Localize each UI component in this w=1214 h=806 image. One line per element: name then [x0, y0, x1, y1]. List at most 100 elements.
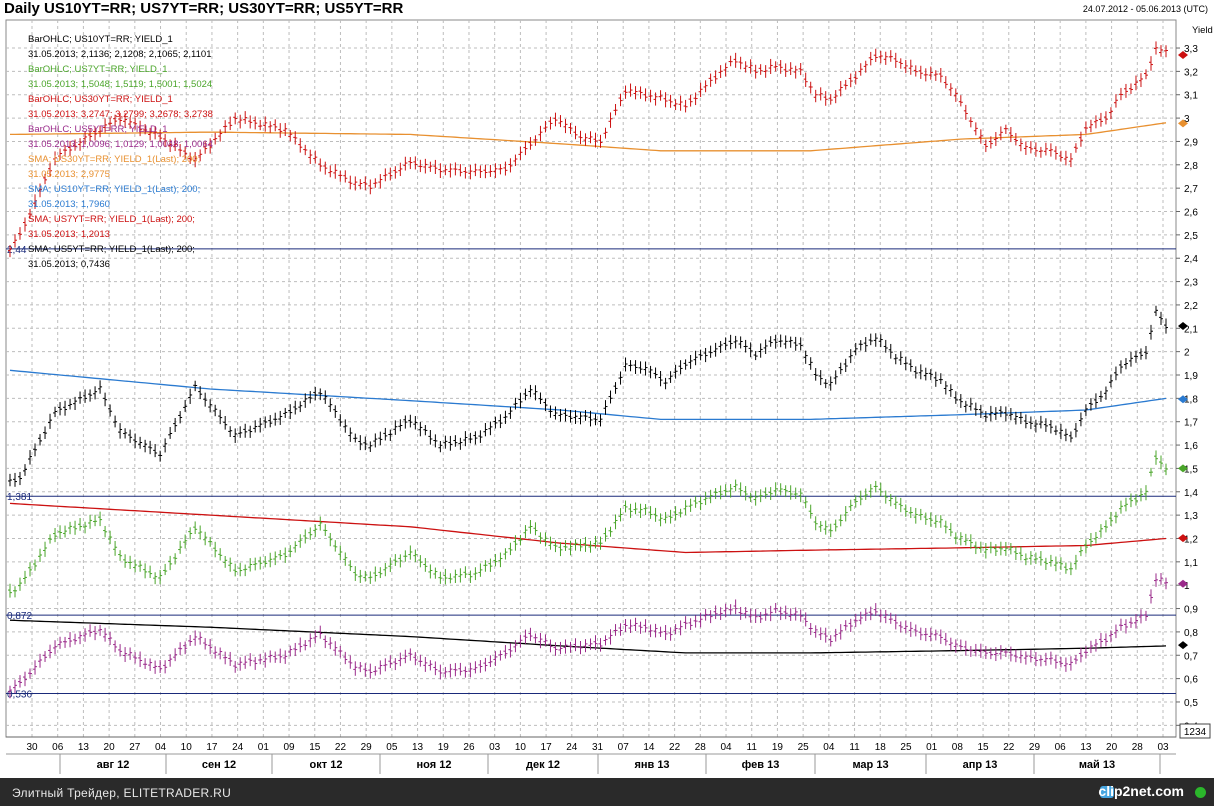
x-month-label: дек 12 — [526, 759, 560, 771]
ohlc-bar — [233, 563, 238, 577]
ohlc-bar — [203, 638, 208, 650]
y-tick-label: 1,4 — [1184, 488, 1198, 499]
ohlc-bar — [228, 651, 233, 666]
clip2net-brand[interactable]: clip2net.com — [1098, 783, 1184, 799]
ohlc-bar — [658, 90, 663, 101]
ohlc-bar — [603, 527, 608, 542]
ohlc-bar — [1123, 83, 1128, 98]
ohlc-bar — [878, 482, 883, 497]
ohlc-bar — [343, 651, 348, 665]
ohlc-bar — [208, 138, 213, 154]
ohlc-bar — [203, 141, 208, 154]
ohlc-bar — [438, 571, 443, 584]
ohlc-bar — [183, 146, 188, 160]
ohlc-bar — [923, 367, 928, 381]
ohlc-bar — [123, 113, 128, 128]
ohlc-bar — [228, 116, 233, 131]
ohlc-bar — [253, 557, 258, 571]
ohlc-bar — [368, 441, 373, 452]
ohlc-bar — [583, 410, 588, 421]
ohlc-bar — [953, 639, 958, 653]
ohlc-bar — [1113, 94, 1118, 108]
ohlc-bar — [133, 652, 138, 664]
ohlc-bar — [358, 435, 363, 451]
ohlc-bar — [818, 627, 823, 641]
ohlc-bar — [778, 606, 783, 621]
ohlc-bar — [733, 599, 738, 615]
ohlc-bar — [383, 563, 388, 577]
ohlc-bar — [243, 564, 248, 577]
ohlc-bar — [1003, 541, 1008, 556]
ohlc-bar — [608, 390, 613, 404]
x-day-label: 13 — [412, 742, 424, 753]
yield-chart[interactable]: 2,44 1,381 0,872 0,536 BarOHLC; US10YT=RR; … — [0, 0, 1214, 778]
ohlc-bar — [1088, 640, 1093, 654]
ohlc-bar — [388, 557, 393, 573]
ohlc-bar — [368, 571, 373, 584]
level-label: 1,381 — [7, 492, 32, 503]
x-day-label: 10 — [181, 742, 193, 753]
ohlc-bar — [353, 566, 358, 581]
ohlc-bar — [503, 645, 508, 659]
ohlc-bar — [328, 637, 333, 650]
ohlc-bar — [1043, 557, 1048, 570]
ohlc-bar — [1068, 153, 1073, 168]
ohlc-bar — [1023, 651, 1028, 665]
ohlc-bar — [463, 431, 468, 447]
ohlc-bar — [553, 540, 558, 553]
ohlc-bar — [308, 527, 313, 540]
ohlc-bar — [738, 336, 743, 349]
ohlc-bar — [863, 337, 868, 352]
sma-line-6 — [9, 502, 1167, 554]
ohlc-bar — [373, 566, 378, 582]
ohlc-bar — [588, 131, 593, 144]
ohlc-bar — [673, 364, 678, 379]
ohlc-bar — [8, 244, 12, 258]
ohlc-bar — [1158, 311, 1163, 326]
ohlc-bar — [378, 174, 383, 189]
ohlc-bar — [558, 542, 563, 557]
ohlc-bar — [168, 555, 173, 571]
ohlc-bar — [178, 144, 183, 157]
ohlc-bar — [448, 573, 453, 584]
ohlc-bar — [83, 628, 88, 642]
ohlc-bar — [1113, 624, 1118, 639]
x-month-label: май 13 — [1079, 759, 1115, 771]
x-day-label: 28 — [1132, 742, 1144, 753]
ohlc-bar — [1033, 142, 1038, 157]
ohlc-bar — [483, 560, 488, 572]
ohlc-bar — [908, 621, 913, 637]
ohlc-bar — [558, 409, 563, 422]
ohlc-bar — [433, 159, 438, 175]
ohlc-bar — [283, 547, 288, 563]
ohlc-bar — [703, 80, 708, 93]
ohlc-bar — [1018, 546, 1023, 561]
ohlc-bar — [1033, 651, 1038, 667]
ohlc-bar — [298, 138, 303, 153]
ohlc-bar — [973, 541, 978, 555]
ohlc-bar — [973, 122, 978, 136]
ohlc-bar — [648, 624, 653, 638]
ohlc-bar — [1118, 500, 1123, 514]
ohlc-bar — [753, 608, 758, 624]
ohlc-bar — [743, 607, 748, 619]
ohlc-bar — [388, 167, 393, 181]
ohlc-bar — [823, 379, 828, 389]
x-month-label: ноя 12 — [417, 759, 452, 771]
ohlc-bar — [693, 496, 698, 508]
ohlc-bar — [343, 170, 348, 183]
ohlc-bar — [518, 392, 523, 409]
ohlc-bar — [23, 464, 28, 476]
ohlc-bar — [358, 179, 363, 190]
ohlc-bar — [658, 513, 663, 527]
ohlc-bar — [353, 661, 358, 676]
ohlc-bar — [773, 482, 778, 497]
x-day-label: 20 — [104, 742, 116, 753]
ohlc-bar — [798, 609, 803, 622]
ohlc-bar — [503, 161, 508, 176]
ohlc-bar — [568, 641, 573, 653]
ohlc-bar — [1018, 650, 1023, 664]
x-day-label: 25 — [798, 742, 810, 753]
ohlc-bar — [123, 647, 128, 663]
ohlc-bar — [803, 72, 808, 87]
